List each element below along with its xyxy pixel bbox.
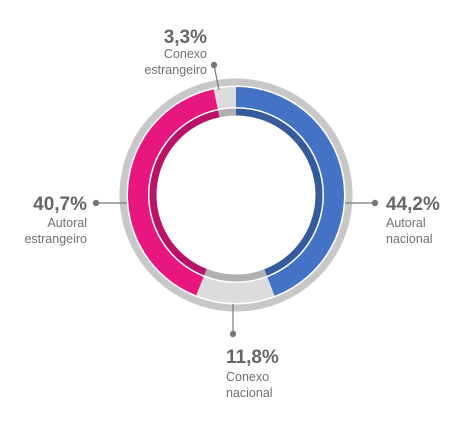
leader-line-3	[213, 64, 220, 91]
inner-shade	[149, 108, 323, 282]
slice-1	[196, 276, 275, 303]
slice-label-2-line-1: estrangeiro	[24, 232, 87, 246]
leader-dot-2	[92, 199, 100, 207]
slice-shade-3	[218, 108, 236, 118]
slice-shade-2	[149, 110, 220, 276]
slice-label-2-line-0: Autoral	[47, 216, 87, 230]
slice-0	[236, 87, 345, 296]
slice-label-1-line-0: Conexo	[226, 370, 269, 384]
slice-label-1-line-1: nacional	[226, 386, 273, 400]
leader-lines	[92, 61, 379, 338]
leader-dot-3	[210, 61, 218, 69]
outer-ring	[119, 78, 353, 312]
leader-dot-0	[371, 199, 379, 207]
slice-percent-0: 44,2%	[386, 194, 440, 215]
slice-shade-1	[204, 268, 267, 282]
labels: 44,2%Autoralnacional11,8%Conexonacional4…	[24, 27, 440, 400]
slice-label-0-line-1: nacional	[386, 232, 433, 246]
slice-label-0-line-0: Autoral	[386, 216, 426, 230]
slice-2	[128, 89, 218, 296]
slice-label-3-line-0: Conexo	[164, 47, 207, 61]
slice-3	[213, 87, 236, 109]
slices	[128, 87, 345, 303]
slice-label-3-line-1: estrangeiro	[144, 63, 207, 77]
slice-percent-1: 11,8%	[226, 347, 279, 368]
leader-dot-1	[229, 330, 237, 338]
slice-percent-2: 40,7%	[33, 194, 87, 215]
slice-percent-3: 3,3%	[164, 27, 207, 48]
